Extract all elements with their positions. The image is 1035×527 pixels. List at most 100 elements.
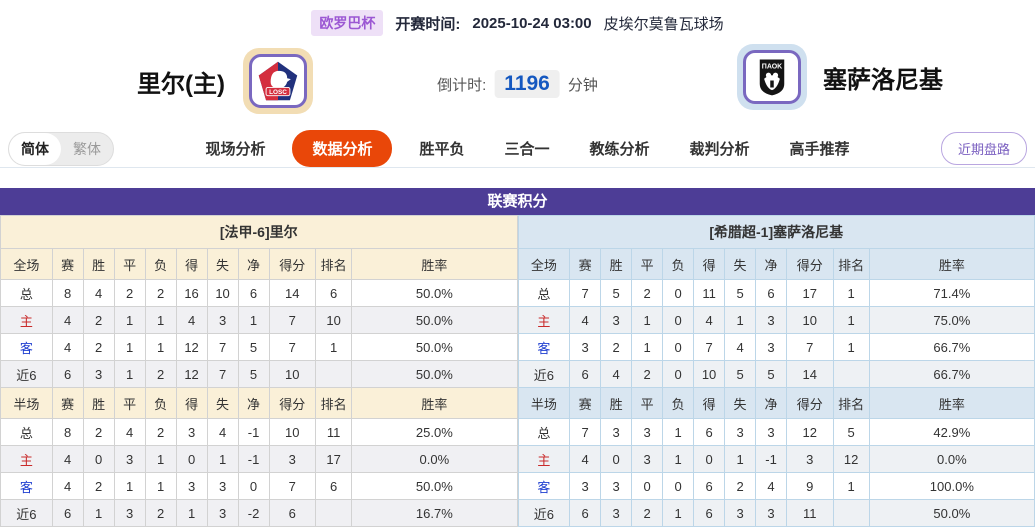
home-crest-icon: LOSC [249, 54, 307, 108]
stat-cell: 3 [176, 419, 207, 446]
column-header: 胜率 [352, 249, 517, 280]
stat-cell: 1 [238, 307, 269, 334]
column-header: 负 [663, 388, 694, 419]
away-team-logo[interactable]: ΠΑΟΚ [737, 44, 807, 110]
stat-cell: 16 [176, 280, 207, 307]
column-header: 得分 [787, 388, 833, 419]
stat-cell: 66.7% [869, 334, 1034, 361]
stat-cell: -1 [238, 419, 269, 446]
stat-cell: 4 [725, 334, 756, 361]
stat-cell: 4 [601, 361, 632, 388]
row-label: 近6 [1, 361, 53, 388]
stat-cell: 17 [316, 446, 352, 473]
column-header: 胜 [83, 388, 114, 419]
stat-cell: 12 [833, 446, 869, 473]
stat-cell: 12 [787, 419, 833, 446]
column-header: 得分 [787, 249, 833, 280]
countdown-label: 倒计时: [437, 74, 486, 95]
away-crest-icon: ΠΑΟΚ [743, 50, 801, 104]
team-header: 里尔(主) LOSC 倒计时: 1196 分钟 [0, 34, 1035, 130]
stat-cell: 5 [725, 280, 756, 307]
stat-cell: 6 [756, 280, 787, 307]
lang-simplified-button[interactable]: 简体 [9, 133, 61, 165]
tab-2[interactable]: 胜平负 [406, 131, 477, 166]
row-label: 近6 [518, 500, 570, 527]
tab-5[interactable]: 裁判分析 [677, 131, 763, 166]
stat-cell: 6 [52, 500, 83, 527]
stat-cell: 1 [663, 500, 694, 527]
stat-cell: 3 [632, 419, 663, 446]
stat-cell: 6 [238, 280, 269, 307]
column-header: 胜 [601, 388, 632, 419]
recent-odds-button[interactable]: 近期盘路 [941, 132, 1027, 165]
stat-cell: 16.7% [352, 500, 517, 527]
stat-cell: 71.4% [869, 280, 1034, 307]
stat-cell: 0 [694, 446, 725, 473]
league-badge[interactable]: 欧罗巴杯 [311, 10, 383, 36]
column-header: 赛 [52, 388, 83, 419]
column-header: 得分 [269, 388, 315, 419]
row-label: 总 [1, 419, 53, 446]
row-label: 客 [1, 334, 53, 361]
stat-cell: 4 [52, 307, 83, 334]
stat-cell: 0.0% [352, 446, 517, 473]
svg-text:ΠΑΟΚ: ΠΑΟΚ [762, 63, 782, 70]
stat-cell: 3 [176, 473, 207, 500]
stat-cell: 0 [663, 361, 694, 388]
column-header: 半场 [1, 388, 53, 419]
stat-cell: 4 [207, 419, 238, 446]
stat-cell: 1 [114, 334, 145, 361]
stat-cell: 6 [52, 361, 83, 388]
row-label: 客 [1, 473, 53, 500]
kickoff-label: 开赛时间: [395, 13, 460, 34]
row-label: 总 [518, 419, 570, 446]
tab-4[interactable]: 教练分析 [577, 131, 663, 166]
stat-cell: 50.0% [352, 361, 517, 388]
column-header: 负 [145, 249, 176, 280]
stat-cell: 2 [83, 473, 114, 500]
stat-cell: 6 [269, 500, 315, 527]
stat-cell: 3 [632, 446, 663, 473]
stat-cell: 2 [601, 334, 632, 361]
nav-bar: 简体 繁体 现场分析数据分析胜平负三合一教练分析裁判分析高手推荐 近期盘路 [0, 130, 1035, 168]
stat-cell: 1 [145, 446, 176, 473]
tab-3[interactable]: 三合一 [491, 131, 562, 166]
stat-cell: 0 [663, 334, 694, 361]
home-team-logo[interactable]: LOSC [243, 48, 313, 114]
stat-cell: 1 [145, 473, 176, 500]
stat-cell: 0 [238, 473, 269, 500]
stat-cell: 7 [207, 334, 238, 361]
stat-cell: 6 [316, 280, 352, 307]
stat-cell: 0 [663, 280, 694, 307]
tab-6[interactable]: 高手推荐 [777, 131, 863, 166]
match-info-bar: 欧罗巴杯 开赛时间: 2025-10-24 03:00 皮埃尔莫鲁瓦球场 [0, 0, 1035, 34]
stat-cell: 11 [316, 419, 352, 446]
stat-cell: 7 [269, 307, 315, 334]
stat-cell [316, 500, 352, 527]
stat-cell: 50.0% [352, 280, 517, 307]
lang-traditional-button[interactable]: 繁体 [61, 133, 113, 165]
stat-cell: 5 [725, 361, 756, 388]
tab-0[interactable]: 现场分析 [192, 131, 278, 166]
stat-cell: 50.0% [869, 500, 1034, 527]
stat-cell: 7 [694, 334, 725, 361]
stat-cell: 4 [83, 280, 114, 307]
stat-cell: 3 [725, 500, 756, 527]
stat-cell: 2 [114, 280, 145, 307]
stat-cell: 0 [663, 473, 694, 500]
column-header: 胜 [83, 249, 114, 280]
tab-1[interactable]: 数据分析 [292, 130, 392, 167]
stat-cell: 1 [833, 473, 869, 500]
column-header: 胜 [601, 249, 632, 280]
stat-cell: 3 [601, 307, 632, 334]
column-header: 赛 [570, 388, 601, 419]
